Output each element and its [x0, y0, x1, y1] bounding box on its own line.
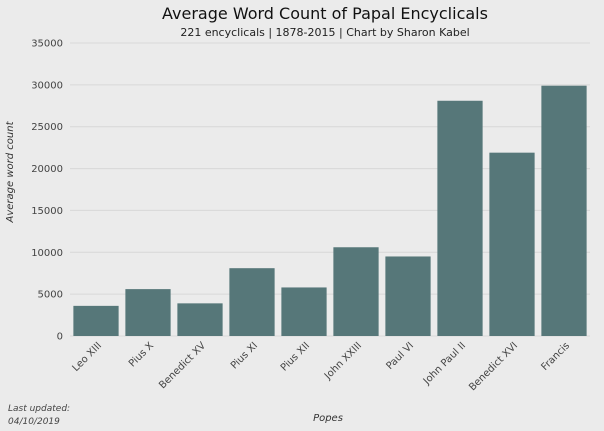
y-tick-label: 25000	[31, 122, 63, 133]
bar-pius-xi	[229, 268, 275, 336]
x-tick-label: Paul VI	[384, 340, 416, 372]
x-tick-label: Pius X	[127, 340, 156, 369]
x-axis-title: Popes	[313, 413, 343, 424]
y-tick-label: 5000	[38, 290, 63, 301]
bar-benedict-xvi	[489, 152, 535, 336]
bar-pius-x	[125, 289, 171, 336]
bars	[73, 85, 587, 337]
chart-title: Average Word Count of Papal Encyclicals	[162, 4, 488, 23]
x-tick-label: Francis	[540, 340, 573, 373]
bar-francis	[541, 85, 587, 337]
bar-benedict-xv	[177, 303, 223, 336]
x-tick-label: Pius XII	[279, 340, 312, 373]
chart-subtitle: 221 encyclicals | 1878-2015 | Chart by S…	[180, 26, 469, 39]
last-updated-date: 04/10/2019	[8, 417, 60, 427]
x-tick-label: Pius XI	[229, 340, 260, 371]
x-tick-label: John XXIII	[322, 340, 364, 382]
y-tick-label: 20000	[31, 164, 63, 175]
bar-john-paul-ii	[437, 100, 483, 337]
x-tick-label: Benedict XVI	[467, 340, 520, 393]
last-updated-label: Last updated:	[8, 404, 70, 414]
bar-pius-xii	[281, 287, 327, 336]
x-tick-label: John Paul II	[421, 340, 468, 387]
y-axis-title: Average word count	[5, 120, 16, 223]
y-tick-label: 15000	[31, 206, 63, 217]
y-tick-label: 35000	[31, 39, 63, 50]
x-tick-label: Benedict XV	[157, 340, 208, 391]
x-axis-ticks: Leo XIII Pius X Benedict XV Pius XI Pius XII…	[71, 340, 573, 393]
y-tick-label: 10000	[31, 248, 63, 259]
bar-leo-xiii	[73, 305, 119, 336]
bar-paul-vi	[385, 256, 431, 336]
y-tick-label: 0	[57, 332, 63, 343]
y-tick-label: 30000	[31, 80, 63, 91]
x-tick-label: Leo XIII	[71, 340, 105, 374]
y-axis-ticks: 0 5000 10000 15000 20000 25000 30000 35000	[31, 39, 63, 343]
bar-john-xxiii	[333, 247, 379, 336]
